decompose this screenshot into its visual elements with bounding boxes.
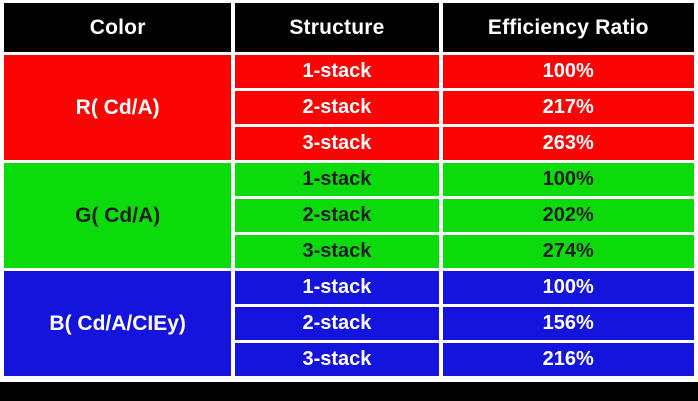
- efficiency-cell: 216%: [442, 343, 694, 376]
- structure-cell: 3-stack: [235, 127, 439, 160]
- table-row: 2-stack 217%: [4, 91, 694, 124]
- structure-cell: 1-stack: [235, 163, 439, 196]
- table-row: 2-stack 156%: [4, 307, 694, 340]
- table-row: R( Cd/A) 1-stack 100%: [4, 55, 694, 160]
- efficiency-cell: 263%: [442, 127, 694, 160]
- efficiency-cell: 100%: [442, 271, 694, 304]
- table-row: G( Cd/A) 1-stack 100%: [4, 163, 694, 268]
- header-row: Color Structure Efficiency Ratio: [4, 3, 694, 52]
- structure-cell: 2-stack: [235, 199, 439, 232]
- efficiency-cell: 202%: [442, 199, 694, 232]
- efficiency-cell: 156%: [442, 307, 694, 340]
- header-cell-efficiency-ratio: Efficiency Ratio: [442, 3, 694, 52]
- efficiency-cell: 100%: [442, 163, 694, 196]
- color-group-cell-red: R( Cd/A): [4, 55, 232, 160]
- efficiency-cell: 100%: [442, 55, 694, 88]
- table-row: 3-stack 216%: [4, 343, 694, 376]
- structure-cell: 2-stack: [235, 307, 439, 340]
- color-group-cell-green: G( Cd/A): [4, 163, 232, 268]
- efficiency-table: Color Structure Efficiency Ratio R( Cd/A…: [4, 3, 694, 376]
- table-row: B( Cd/A/CIEy) 1-stack 100%: [4, 271, 694, 376]
- structure-cell: 1-stack: [235, 271, 439, 304]
- header-cell-color: Color: [4, 3, 232, 52]
- efficiency-cell: 274%: [442, 235, 694, 268]
- structure-cell: 2-stack: [235, 91, 439, 124]
- structure-cell: 1-stack: [235, 55, 439, 88]
- color-group-cell-blue: B( Cd/A/CIEy): [4, 271, 232, 376]
- table-row: 3-stack 263%: [4, 127, 694, 160]
- efficiency-cell: 217%: [442, 91, 694, 124]
- structure-cell: 3-stack: [235, 343, 439, 376]
- footer-bar: [0, 382, 698, 401]
- table-row: 2-stack 202%: [4, 199, 694, 232]
- header-cell-structure: Structure: [235, 3, 439, 52]
- structure-cell: 3-stack: [235, 235, 439, 268]
- table-row: 3-stack 274%: [4, 235, 694, 268]
